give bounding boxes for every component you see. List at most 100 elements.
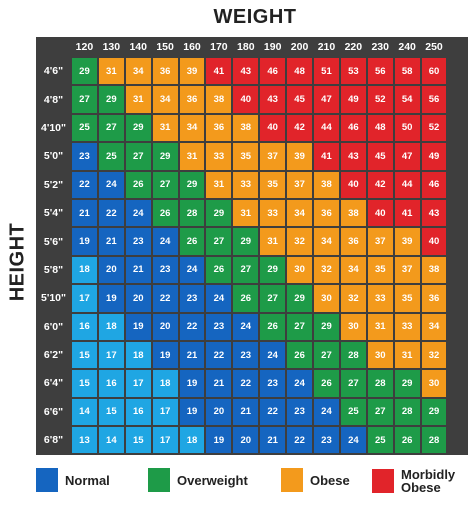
bmi-cell: 30 [340,313,366,340]
bmi-cell: 15 [98,398,124,426]
bmi-cell: 28 [421,427,447,454]
bmi-cell: 26 [394,427,420,454]
bmi-cell: 24 [98,171,124,198]
bmi-cell: 17 [98,341,124,369]
bmi-cell: 29 [72,58,97,85]
bmi-cell: 19 [72,228,97,255]
bmi-cell: 35 [233,143,259,170]
bmi-cell: 34 [340,256,366,284]
weight-tick-label: 160 [183,41,201,53]
bmi-cell: 30 [314,285,339,312]
bmi-cell: 28 [394,398,420,426]
bmi-cell: 31 [394,341,420,369]
legend-swatch [148,468,170,492]
bmi-cell: 24 [314,398,339,426]
bmi-cell: 23 [260,370,286,397]
bmi-cell: 47 [394,143,420,170]
bmi-cell: 29 [179,171,205,198]
bmi-cell: 36 [421,285,447,312]
bmi-cell: 31 [233,199,259,227]
bmi-cell: 41 [394,199,420,227]
bmi-cell: 27 [152,171,178,198]
bmi-cell: 27 [125,143,151,170]
height-tick-label: 5'8" [43,263,64,276]
bmi-cell: 21 [72,199,97,227]
height-tick-label: 5'4" [43,207,64,220]
bmi-cell: 23 [287,398,313,426]
bmi-cell: 35 [394,285,420,312]
bmi-cell: 20 [125,285,151,312]
bmi-cell: 28 [179,199,205,227]
bmi-cell: 38 [206,86,232,113]
bmi-cell: 23 [125,228,151,255]
weight-tick-label: 230 [371,41,389,53]
legend-label: Overweight [177,472,248,488]
bmi-cell: 39 [394,228,420,255]
bmi-cell: 35 [367,256,393,284]
bmi-cell: 31 [125,86,151,113]
bmi-cell: 23 [233,341,259,369]
bmi-cell: 17 [152,427,178,454]
bmi-cell: 43 [233,58,259,85]
bmi-cell: 18 [125,341,151,369]
bmi-cell: 22 [179,313,205,340]
legend-item-overweight: Overweight [148,468,248,492]
bmi-cell: 26 [206,256,232,284]
bmi-cell: 24 [152,228,178,255]
bmi-cell: 32 [421,341,447,369]
bmi-cell: 19 [125,313,151,340]
bmi-cell: 14 [72,398,97,426]
bmi-cell: 37 [367,228,393,255]
bmi-cell: 19 [179,398,205,426]
bmi-cell: 32 [314,256,339,284]
bmi-cell: 40 [421,228,447,255]
bmi-cell: 33 [233,171,259,198]
bmi-cell: 33 [260,199,286,227]
bmi-cell: 27 [98,114,124,142]
height-tick-label: 5'10" [41,292,66,305]
bmi-cell: 52 [367,86,393,113]
bmi-cell: 27 [314,341,339,369]
bmi-cell: 48 [367,114,393,142]
bmi-cell: 26 [179,228,205,255]
bmi-cell: 19 [152,341,178,369]
weight-tick-label: 250 [425,41,443,53]
bmi-cell: 21 [206,370,232,397]
bmi-cell: 41 [206,58,232,85]
corner-cell [36,37,71,57]
bmi-cell: 15 [72,341,97,369]
bmi-cell: 56 [367,58,393,85]
bmi-cell: 24 [233,313,259,340]
bmi-cell: 29 [125,114,151,142]
bmi-cell: 23 [72,143,97,170]
bmi-cell: 24 [125,199,151,227]
legend: Normal Overweight Obese Morbidly Obese [0,468,474,498]
height-tick-label: 6'8" [43,434,64,447]
bmi-cell: 34 [179,114,205,142]
bmi-heatmap: 120 130 140 150 160 170 180 190 200 210 220 230 240 2… [36,37,468,455]
bmi-cell: 53 [340,58,366,85]
bmi-cell: 36 [314,199,339,227]
legend-item-obese: Obese [281,468,350,492]
bmi-cell: 24 [206,285,232,312]
bmi-cell: 31 [152,114,178,142]
bmi-cell: 23 [314,427,339,454]
bmi-cell: 27 [367,398,393,426]
bmi-cell: 21 [125,256,151,284]
bmi-cell: 43 [260,86,286,113]
bmi-cell: 27 [287,313,313,340]
weight-tick-label: 120 [75,41,94,53]
weight-tick-label: 190 [263,41,282,53]
bmi-cell: 20 [233,427,259,454]
legend-label: Morbidly Obese [401,467,456,495]
bmi-cell: 27 [260,285,286,312]
height-tick-label: 6'2" [43,349,64,362]
bmi-cell: 29 [314,313,339,340]
legend-swatch [372,469,394,493]
bmi-cell: 40 [367,199,393,227]
bmi-cell: 38 [340,199,366,227]
y-axis-title: HEIGHT [6,222,29,302]
bmi-cell: 34 [125,58,151,85]
bmi-cell: 60 [421,58,447,85]
bmi-cell: 24 [287,370,313,397]
